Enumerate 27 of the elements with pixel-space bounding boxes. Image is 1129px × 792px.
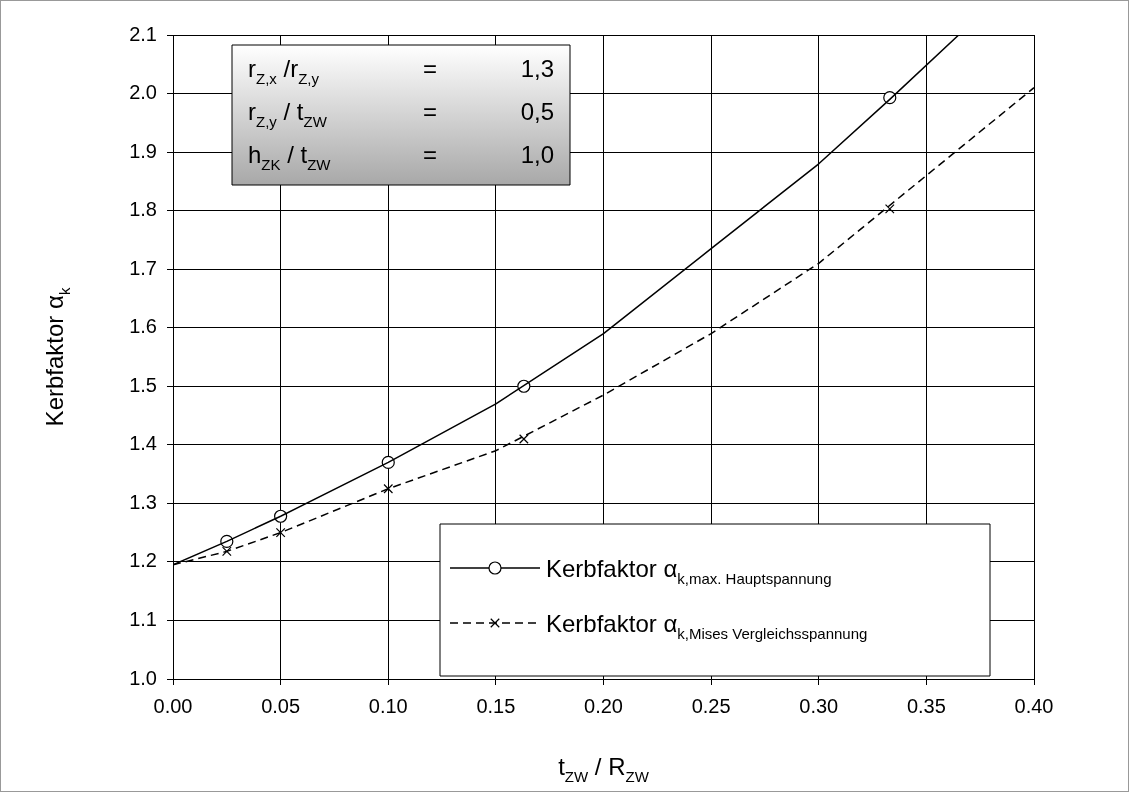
x-tick-label: 0.05 — [261, 694, 301, 717]
y-tick-label: 1.3 — [129, 490, 157, 513]
point — [884, 204, 895, 214]
y-tick-label: 2.1 — [129, 22, 157, 45]
point — [383, 483, 394, 494]
x-tick-label: 0.00 — [153, 694, 193, 717]
y-tick-label: 2.0 — [129, 81, 157, 104]
y-tick-label: 1.7 — [129, 256, 157, 279]
y-tick-label: 1.1 — [129, 607, 157, 630]
y-tick-label: 1.0 — [129, 666, 157, 689]
y-tick-label: 1.8 — [129, 198, 157, 221]
y-tick-label: 1.5 — [129, 373, 157, 396]
x-tick-label: 0.30 — [799, 694, 839, 717]
point — [275, 527, 286, 538]
x-tick-label: 0.25 — [691, 694, 731, 717]
point — [221, 546, 232, 557]
y-tick-label: 1.2 — [129, 549, 157, 572]
y-tick-label: 1.9 — [129, 139, 157, 162]
y-axis-title: Kerbfaktor αk — [41, 287, 74, 427]
point — [519, 434, 529, 444]
x-tick-label: 0.10 — [368, 694, 408, 717]
x-tick-label: 0.15 — [476, 694, 516, 717]
y-tick-label: 1.6 — [129, 315, 157, 338]
x-tick-label: 0.40 — [1014, 694, 1054, 717]
x-tick-label: 0.20 — [584, 694, 623, 717]
x-tick-label: 0.35 — [906, 694, 946, 717]
y-tick-label: 1.4 — [129, 432, 157, 455]
